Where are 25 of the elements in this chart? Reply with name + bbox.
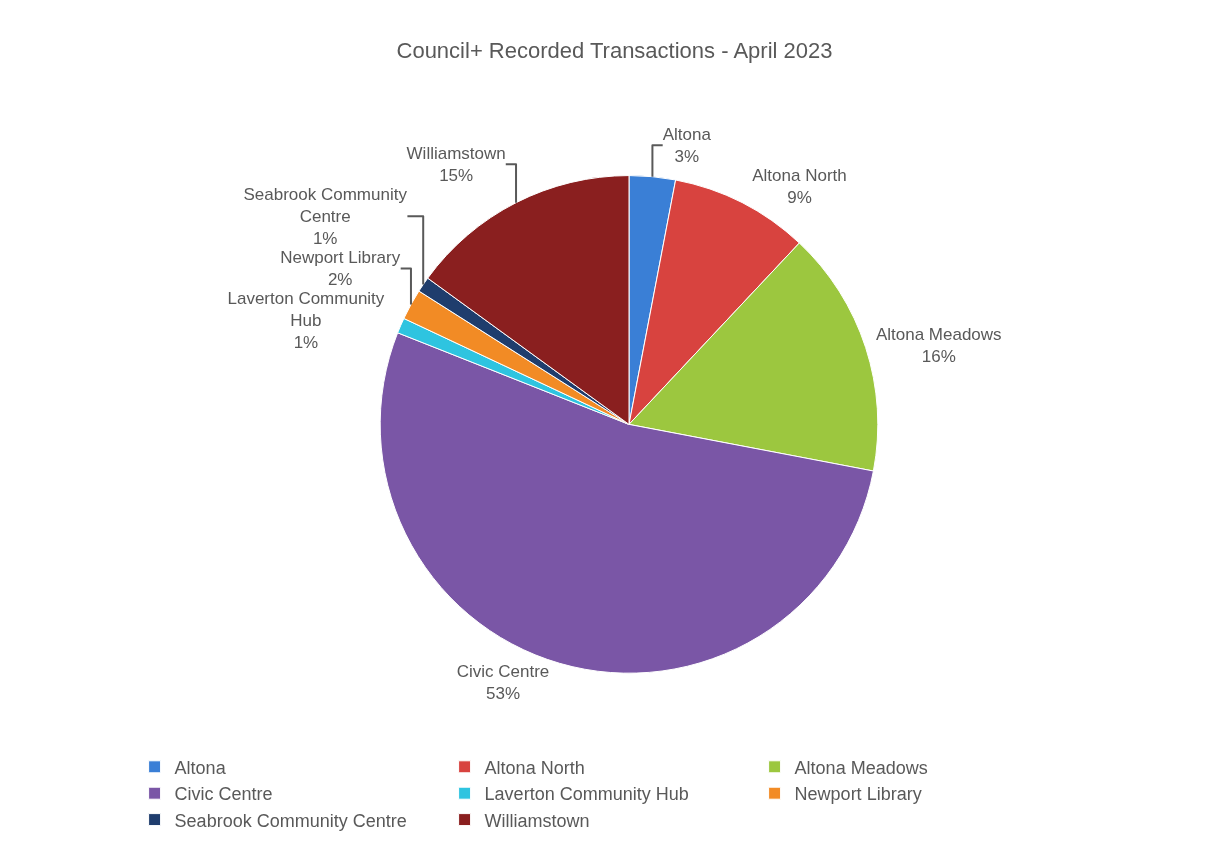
data-label: 1% [312,228,338,248]
legend-label: Newport Library [794,784,922,805]
data-label: 16% [921,347,956,367]
data-label: 53% [485,683,521,703]
chart-title: Council+ Recorded Transactions - April 2023 [396,37,833,63]
slice-label: Laverton Community Hub [227,288,385,331]
slice-label: Seabrook Community Centre [243,184,408,226]
slice-label: Newport Library [280,247,401,267]
data-label: 9% [787,187,812,207]
slice-label: Altona [662,124,712,144]
slice-label: Williamstown [406,143,506,163]
legend-label: Williamstown [484,810,590,831]
legend-label: Civic Centre [174,784,273,805]
slice-label: Altona North [752,165,847,185]
legend-label: Altona North [484,757,585,778]
data-label: 3% [674,146,700,166]
legend-label: Seabrook Community Centre [174,810,407,831]
legend-label: Altona Meadows [794,757,928,778]
data-label: 2% [327,269,353,289]
slice-label: Civic Centre [456,661,550,681]
slice-label: Altona Meadows [875,324,1002,344]
data-label: 1% [293,333,319,353]
legend-label: Laverton Community Hub [484,784,689,805]
legend-label: Altona [174,757,227,778]
data-label: 15% [439,165,474,185]
